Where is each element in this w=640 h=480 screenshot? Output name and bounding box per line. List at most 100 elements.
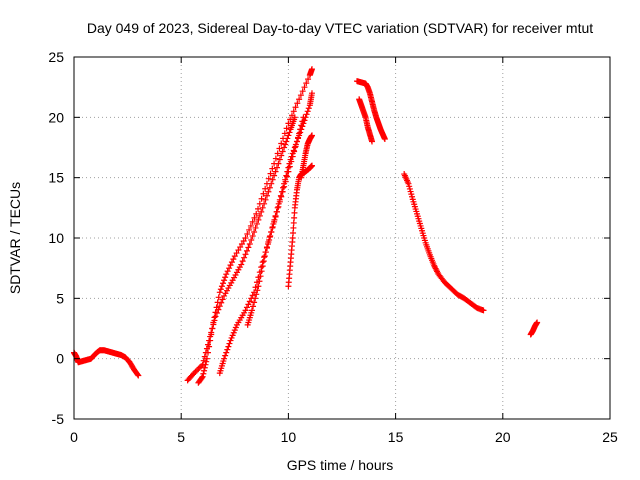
data-point <box>218 283 225 290</box>
data-point <box>251 228 258 235</box>
data-point <box>250 303 257 310</box>
data-point <box>247 222 254 229</box>
data-point <box>200 370 207 377</box>
data-point <box>308 132 315 139</box>
data-point <box>219 296 226 303</box>
data-point <box>242 307 249 314</box>
data-point <box>242 235 249 241</box>
data-point <box>215 294 222 301</box>
data-point <box>228 334 235 341</box>
data-point <box>296 96 303 103</box>
data-point <box>214 299 221 306</box>
data-point <box>290 229 297 236</box>
data-point <box>253 220 260 227</box>
data-point <box>287 116 294 123</box>
series-pass-5.8-11.1h <box>195 66 315 386</box>
series-pass-10.6-11.1h <box>298 132 315 181</box>
data-point <box>243 304 250 311</box>
data-point <box>480 307 487 314</box>
data-point <box>198 374 205 381</box>
data-point <box>213 304 220 311</box>
data-point <box>262 196 269 203</box>
data-point <box>260 190 267 197</box>
data-point <box>291 214 298 221</box>
data-point <box>216 303 223 310</box>
data-point <box>217 286 224 293</box>
data-point <box>269 165 276 172</box>
y-tick-label: 5 <box>56 290 64 306</box>
data-point <box>299 88 306 95</box>
data-point <box>216 289 223 296</box>
data-point <box>293 138 300 145</box>
data-point <box>252 295 259 302</box>
y-tick-label: 25 <box>48 49 64 65</box>
data-point <box>255 216 262 223</box>
data-point <box>534 319 541 326</box>
data-point <box>229 332 236 339</box>
x-tick-label: 25 <box>602 429 618 445</box>
x-axis-label: GPS time / hours <box>287 457 394 473</box>
data-point <box>408 191 415 198</box>
series-pass-21.3-21.6h <box>527 319 541 338</box>
data-point <box>274 204 281 211</box>
data-point <box>292 104 299 111</box>
data-point <box>202 361 209 368</box>
data-point <box>241 254 248 261</box>
data-point <box>222 274 229 281</box>
data-point <box>295 135 302 142</box>
data-point <box>303 111 310 118</box>
data-point <box>285 120 292 127</box>
data-point <box>304 108 311 115</box>
data-point <box>282 176 289 183</box>
data-point <box>239 258 246 265</box>
data-point <box>290 147 297 154</box>
data-point <box>256 278 263 285</box>
data-point <box>283 173 290 180</box>
data-point <box>303 80 310 87</box>
data-point <box>276 196 283 203</box>
data-point <box>305 76 312 83</box>
data-point <box>254 287 261 294</box>
y-tick-label: -5 <box>52 411 65 427</box>
data-point <box>271 172 278 179</box>
data-point <box>227 262 234 269</box>
data-point <box>308 162 315 169</box>
data-point <box>263 180 270 187</box>
data-point <box>275 200 282 207</box>
data-point <box>252 224 259 231</box>
data-point <box>210 319 217 326</box>
data-point <box>278 152 285 159</box>
x-tick-label: 5 <box>177 429 185 445</box>
chart-title: Day 049 of 2023, Sidereal Day-to-day VTE… <box>87 20 593 36</box>
data-point <box>208 331 215 338</box>
series-pass-10.0-11.1h <box>285 162 315 290</box>
data-point <box>407 188 414 195</box>
series-pass-8.1-11.1h <box>244 90 315 328</box>
data-point <box>300 120 307 127</box>
data-point <box>268 228 275 235</box>
data-point <box>258 208 265 215</box>
data-point <box>290 219 297 226</box>
data-point <box>299 123 306 130</box>
data-point <box>289 235 296 241</box>
series-pass-13.3-13.9h <box>356 96 376 145</box>
data-point <box>291 144 298 151</box>
data-point <box>269 176 276 183</box>
data-point <box>283 172 290 179</box>
data-point <box>271 160 278 167</box>
y-tick-label: 20 <box>48 109 64 125</box>
data-point <box>242 251 249 258</box>
data-point <box>297 129 304 136</box>
data-point <box>305 105 312 112</box>
data-point <box>253 210 260 217</box>
data-point <box>221 277 228 284</box>
data-point <box>259 204 266 211</box>
data-point <box>231 327 238 334</box>
data-point <box>265 188 272 195</box>
data-point <box>207 337 214 344</box>
data-point <box>205 349 211 356</box>
data-point <box>406 183 413 190</box>
data-point <box>263 245 270 252</box>
data-point <box>286 129 293 136</box>
